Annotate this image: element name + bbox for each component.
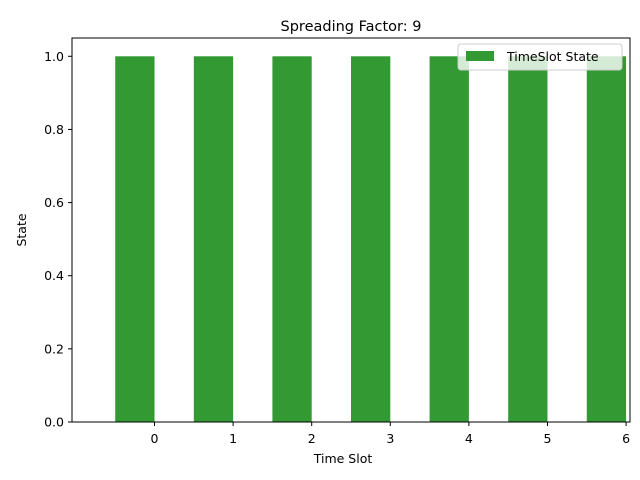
x-axis-label: Time Slot	[313, 451, 373, 466]
bars-group	[115, 56, 627, 423]
legend-box	[457, 43, 623, 71]
bar	[429, 56, 469, 423]
y-tick-label: 1.0	[44, 49, 64, 64]
x-tick-label: 2	[308, 431, 316, 446]
x-ticks: 0 1 2 3 4 5 6	[151, 422, 630, 446]
bar	[351, 56, 391, 423]
y-tick-label: 0.6	[44, 195, 64, 210]
x-tick-label: 5	[544, 431, 552, 446]
y-tick-label: 0.0	[44, 415, 64, 430]
legend-swatch	[466, 51, 494, 61]
chart-title: Spreading Factor: 9	[281, 19, 422, 35]
x-tick-label: 0	[151, 431, 159, 446]
y-tick-label: 0.8	[44, 122, 64, 137]
bar	[508, 56, 548, 423]
bar	[115, 56, 155, 423]
legend: TimeSlot State	[457, 43, 623, 71]
plot-frame	[71, 37, 631, 423]
y-axis-label: State	[14, 213, 29, 246]
bar	[272, 56, 312, 423]
y-tick-label: 0.4	[44, 268, 64, 283]
bar	[193, 56, 234, 423]
y-ticks: 0.0 0.2 0.4 0.6 0.8 1.0	[44, 49, 72, 430]
bar	[586, 56, 627, 423]
x-tick-label: 3	[386, 431, 394, 446]
x-tick-label: 1	[229, 431, 237, 446]
legend-label: TimeSlot State	[506, 49, 599, 64]
x-tick-label: 6	[622, 431, 630, 446]
y-tick-label: 0.2	[44, 341, 64, 356]
x-tick-label: 4	[465, 431, 473, 446]
